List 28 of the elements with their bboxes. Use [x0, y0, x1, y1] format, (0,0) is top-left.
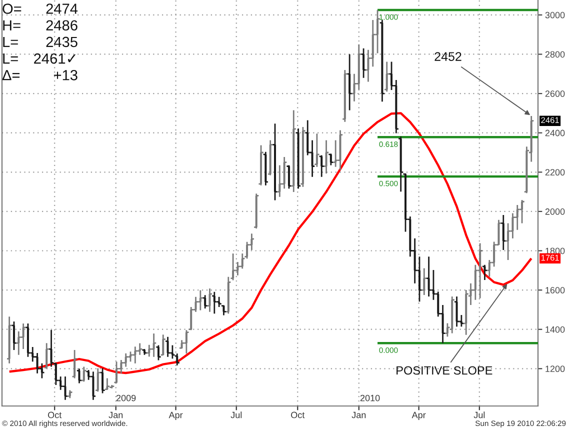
- x-tick-label: Apr: [412, 412, 426, 420]
- annotation: L= 2461✓: [3, 53, 76, 64]
- y-tick-label: 1400: [546, 326, 565, 333]
- x-tick-label: Jan: [352, 412, 366, 418]
- y-tick-label: 2200: [545, 169, 565, 176]
- x-tick-label: Jul: [474, 412, 485, 418]
- annotation: 2452: [434, 52, 462, 61]
- y-tick-label: 3000: [545, 12, 565, 18]
- annotation: 2461: [541, 117, 559, 124]
- data-label: 1761: [541, 254, 559, 261]
- text: Δ= +13: [2, 70, 78, 80]
- y-tick-label: 2400: [545, 130, 565, 136]
- text: O= 2474: [2, 4, 78, 14]
- x-tick-label: Jul: [230, 412, 242, 418]
- text: L= 2435: [3, 36, 78, 48]
- x-tick-label: Apr: [168, 412, 183, 420]
- annotation: POSITIVE SLOPE: [396, 366, 492, 375]
- y-tick-label: 2600: [545, 90, 565, 97]
- y-tick-label: 2800: [545, 51, 565, 58]
- y-tick-label: 1200: [546, 366, 565, 372]
- x-tick-label: Oct: [48, 412, 62, 418]
- annotation: 2010: [360, 394, 380, 402]
- text: H= 2486: [3, 20, 78, 31]
- x-tick-label: Jan: [108, 412, 123, 418]
- y-tick-label: 2000: [545, 208, 565, 215]
- y-tick-label: 1600: [546, 287, 565, 294]
- x-tick-label: Oct: [291, 412, 305, 418]
- annotation: 2009: [116, 394, 136, 402]
